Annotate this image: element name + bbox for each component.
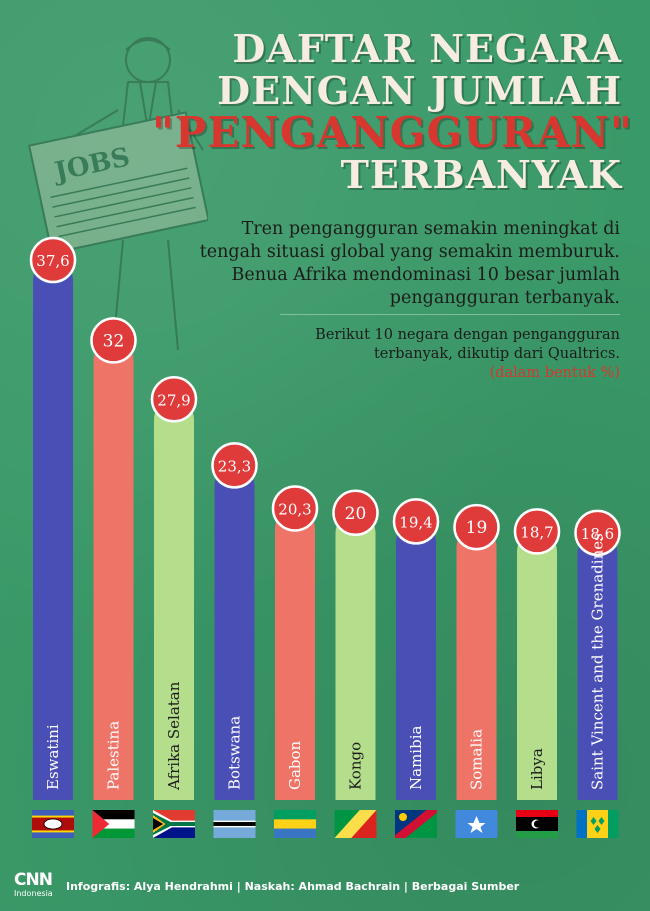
value-badge	[332, 489, 379, 537]
value-label: 19	[466, 518, 488, 538]
page-title: DAFTAR NEGARA DENGAN JUMLAH "PENGANGGURA…	[152, 26, 633, 197]
bar-group: 20,3 Gabon	[271, 485, 319, 838]
value-badge	[150, 376, 198, 423]
value-label: 20	[345, 504, 367, 524]
category-label: Kongo	[347, 742, 365, 790]
category-label: Palestina	[105, 721, 123, 790]
category-label: Libya	[528, 748, 546, 790]
bar-chart: 37,6 Eswatini 32 Palestina 27,9 Afrika Selata…	[29, 236, 621, 838]
value-label: 32	[103, 331, 125, 351]
category-label: Botswana	[226, 716, 244, 790]
congo-flag-icon	[334, 810, 377, 838]
botswana-flag-icon	[213, 810, 256, 838]
unit-note: (dalam bentuk %)	[489, 365, 620, 381]
category-label: Afrika Selatan	[165, 681, 183, 791]
value-badge	[392, 498, 440, 545]
somalia-flag-icon	[455, 810, 498, 838]
value-badge	[29, 236, 77, 284]
bar-body	[396, 541, 436, 800]
namibia-flag-icon	[395, 810, 437, 838]
value-badge	[90, 317, 137, 364]
value-label: 20,3	[278, 500, 311, 518]
category-label: Somalia	[468, 729, 486, 790]
jobs-newspaper-illustration: JOBS	[28, 37, 208, 350]
bar-group: 19,4 Namibia	[392, 498, 440, 838]
bar-body	[275, 528, 315, 800]
bar-body	[154, 419, 194, 800]
value-label: 27,9	[157, 391, 190, 409]
bar-body	[335, 532, 376, 800]
palestine-flag-icon	[92, 810, 135, 838]
bar-body	[93, 360, 134, 800]
bar-group: 18,7 Libya	[513, 508, 561, 838]
subtitle: Berikut 10 negara dengan pengangguran te…	[260, 326, 620, 383]
value-badge	[513, 508, 561, 555]
divider	[280, 314, 620, 315]
title-line-1: DAFTAR NEGARA	[232, 26, 622, 71]
value-label: 23,3	[218, 457, 251, 475]
bar-body	[214, 485, 255, 800]
value-badge	[271, 485, 319, 532]
credits: Infografis: Alya Hendrahmi | Naskah: Ahm…	[66, 880, 520, 893]
category-label: Gabon	[286, 740, 304, 790]
value-label: 18,6	[581, 525, 614, 543]
title-line-3: "PENGANGGURAN"	[152, 108, 633, 157]
cnn-logo: CNN Indonesia	[14, 872, 58, 898]
gabon-flag-icon	[274, 810, 316, 838]
title-line-4: TERBANYAK	[340, 152, 622, 197]
logo-main: CNN	[14, 870, 53, 890]
footer: CNN Indonesia Infografis: Alya Hendrahmi…	[0, 862, 650, 911]
bar-body	[456, 547, 497, 800]
bar-body	[517, 551, 557, 800]
value-badge	[574, 509, 621, 557]
bar-body	[577, 552, 618, 800]
logo-sub: Indonesia	[14, 889, 53, 898]
category-label: Eswatini	[44, 724, 62, 790]
intro-text: Tren pengangguran semakin meningkat di t…	[199, 219, 620, 308]
title-line-2: DENGAN JUMLAH	[217, 68, 622, 113]
libya-flag-icon	[516, 810, 558, 838]
category-label: Namibia	[407, 726, 425, 790]
category-label: Saint Vincent and the Grenadines	[589, 533, 607, 790]
saint-vincent-flag-icon	[576, 810, 619, 838]
value-badge	[453, 503, 500, 551]
bar-group: 37,6 Eswatini	[29, 236, 77, 838]
bar-body	[33, 280, 73, 800]
bar-group: 19 Somalia	[453, 503, 500, 838]
value-label: 18,7	[520, 523, 553, 541]
subtitle-text: Berikut 10 negara dengan pengangguran te…	[315, 327, 620, 362]
value-badge	[211, 442, 258, 489]
value-label: 19,4	[399, 513, 432, 531]
eswatini-flag-icon	[32, 810, 74, 838]
bar-group: 32 Palestina	[90, 317, 137, 838]
bar-group: 23,3 Botswana	[211, 442, 258, 838]
value-label: 37,6	[36, 252, 69, 270]
bar-group: 27,9 Afrika Selatan	[150, 376, 198, 838]
bar-group: 20 Kongo	[332, 489, 379, 838]
south-africa-flag-icon	[153, 810, 195, 838]
